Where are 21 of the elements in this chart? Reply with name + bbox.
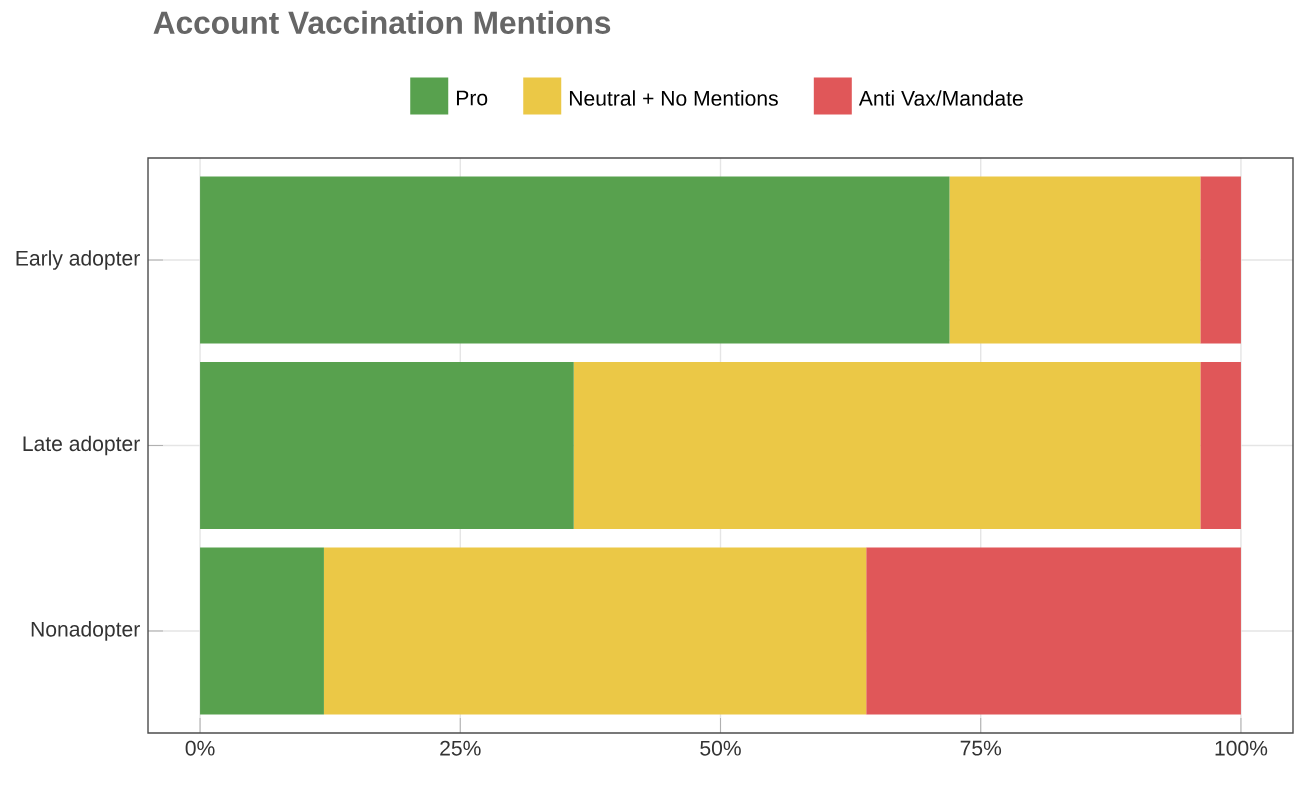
x-tick-label: 0% [185,740,215,756]
x-tick-label: 75% [960,740,1002,756]
bar [200,176,950,344]
legend-label: Anti Vax/Mandate [858,90,1023,106]
legend-label: Pro [456,90,488,106]
x-tick-label: 50% [700,740,741,756]
bar [200,362,574,529]
y-tick-label: Late adopter [23,435,140,456]
chart-title: Account Vaccination Mentions [153,10,611,34]
bar [323,547,867,715]
bar [1200,176,1241,344]
bar [1200,362,1241,529]
bar [866,547,1241,715]
bar [573,362,1201,529]
x-tick-label: 25% [440,740,481,756]
bar [949,176,1201,344]
bar [200,547,324,715]
y-tick-label: Early adopter [16,250,140,270]
legend-label: Neutral + No Mentions [569,90,778,106]
x-tick-label: 100% [1215,740,1268,756]
y-tick-label: Nonadopter [31,621,140,641]
